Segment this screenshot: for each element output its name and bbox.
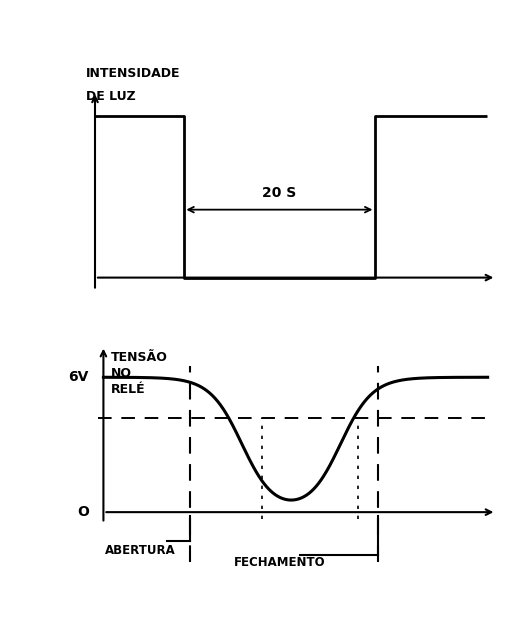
Text: DE LUZ: DE LUZ	[86, 90, 136, 103]
Text: ABERTURA: ABERTURA	[105, 544, 176, 557]
Text: 20 S: 20 S	[262, 186, 296, 200]
Text: TENSÃO: TENSÃO	[111, 351, 167, 364]
Text: RELÉ: RELÉ	[111, 383, 145, 396]
Text: INTENSIDADE: INTENSIDADE	[86, 67, 180, 81]
Text: 6V: 6V	[69, 370, 89, 384]
Text: FECHAMENTO: FECHAMENTO	[233, 556, 325, 569]
Text: O: O	[77, 505, 89, 519]
Text: NO: NO	[111, 367, 132, 380]
